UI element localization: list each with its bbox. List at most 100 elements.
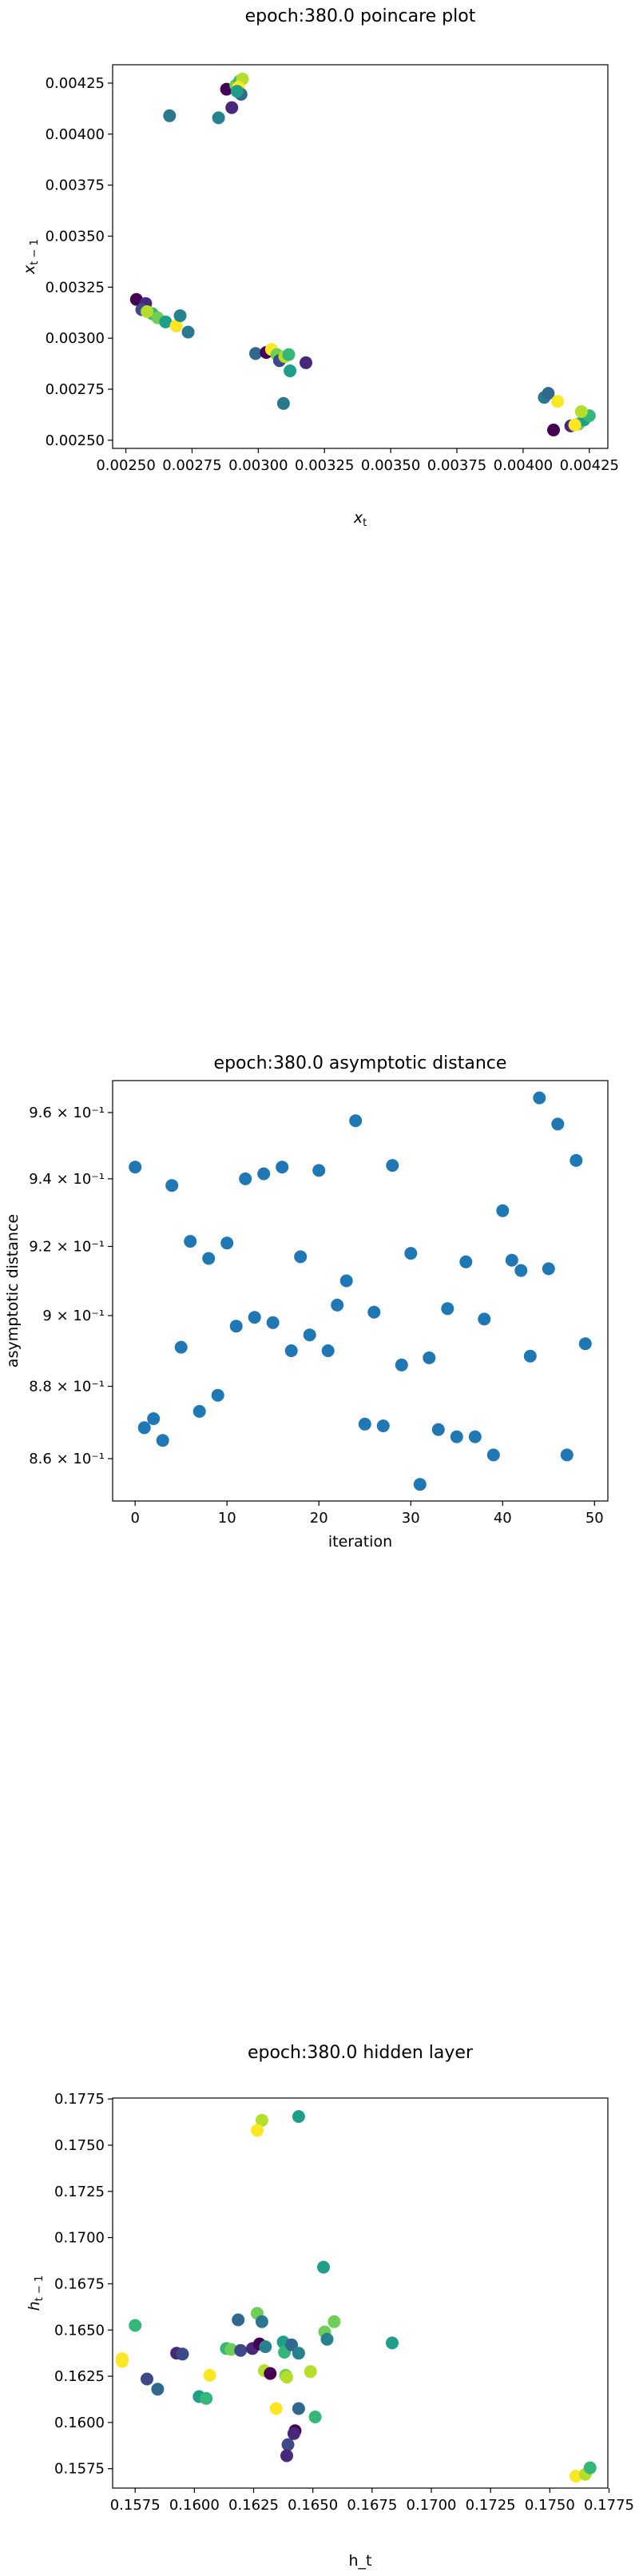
data-point bbox=[174, 1340, 188, 1354]
hidden-layer-data-points bbox=[115, 2110, 597, 2482]
chart-title: epoch:380.0 asymptotic distance bbox=[214, 1053, 507, 1073]
data-point bbox=[159, 315, 173, 328]
data-point bbox=[300, 356, 312, 369]
data-point bbox=[294, 1250, 308, 1264]
data-point bbox=[176, 2347, 189, 2361]
data-point bbox=[184, 1235, 197, 1248]
data-point bbox=[568, 418, 581, 432]
x-tick-label: 0.1650 bbox=[288, 2497, 338, 2514]
y-axis-label: asymptotic distance bbox=[4, 1214, 22, 1368]
data-point bbox=[248, 1311, 261, 1324]
data-point bbox=[486, 1448, 500, 1462]
data-point bbox=[165, 1179, 179, 1192]
data-point bbox=[255, 2113, 268, 2127]
data-point bbox=[431, 1423, 445, 1436]
x-tick-label: 0.00275 bbox=[162, 457, 221, 474]
data-point bbox=[413, 1478, 427, 1491]
data-point bbox=[583, 2461, 597, 2474]
data-point bbox=[395, 1358, 408, 1372]
x-tick-label: 0.1700 bbox=[407, 2497, 457, 2514]
data-point bbox=[339, 1274, 353, 1288]
y-tick-label: 0.00425 bbox=[46, 75, 105, 92]
x-tick-label: 0.1675 bbox=[347, 2497, 397, 2514]
data-point bbox=[211, 1388, 224, 1402]
data-point bbox=[317, 2260, 330, 2274]
data-point bbox=[327, 2315, 341, 2328]
plot-frame bbox=[112, 1080, 609, 1502]
data-point bbox=[496, 1204, 510, 1217]
y-tick-label: 0.1775 bbox=[54, 2091, 105, 2108]
hidden-layer-chart: epoch:380.0 hidden layer 0.1575 0.1600 0.1… bbox=[26, 2043, 634, 2570]
x-tick-label: 0.00425 bbox=[560, 457, 619, 474]
y-tick-label: 0.1575 bbox=[54, 2461, 105, 2478]
y-tick-label: 8.8 × 10⁻¹ bbox=[29, 1379, 105, 1395]
data-point bbox=[551, 1117, 565, 1131]
data-point bbox=[129, 1161, 142, 1174]
data-point bbox=[404, 1247, 418, 1260]
data-point bbox=[281, 2438, 295, 2451]
data-point bbox=[450, 1430, 463, 1443]
data-point bbox=[230, 85, 244, 98]
data-point bbox=[156, 1434, 169, 1447]
x-tick-label: 30 bbox=[402, 1510, 420, 1527]
data-point bbox=[280, 2371, 293, 2384]
data-point bbox=[358, 1417, 371, 1431]
data-point bbox=[308, 2411, 322, 2423]
data-point bbox=[303, 1328, 316, 1342]
x-tick-label: 0.1625 bbox=[228, 2497, 279, 2514]
plot-frame bbox=[112, 64, 609, 449]
data-point bbox=[280, 2449, 293, 2463]
data-point bbox=[320, 2332, 334, 2346]
y-tick-label: 0.00275 bbox=[46, 381, 105, 398]
x-tick-label: 0.00250 bbox=[96, 457, 155, 474]
y-tick-label: 0.1750 bbox=[54, 2137, 105, 2154]
x-tick-label: 0.00300 bbox=[228, 457, 288, 474]
data-point bbox=[376, 1419, 390, 1432]
x-axis-ticks: 0.1575 0.1600 0.1625 0.1650 0.1675 0.1700 0.17… bbox=[110, 2488, 634, 2514]
data-point bbox=[349, 1114, 363, 1128]
data-point bbox=[574, 405, 588, 418]
asymptotic-distance-chart: epoch:380.0 asymptotic distance 0 10 20 30 4… bbox=[4, 1053, 609, 1551]
data-point bbox=[115, 2355, 129, 2368]
x-tick-label: 0.1750 bbox=[525, 2497, 575, 2514]
y-tick-label: 0.1725 bbox=[54, 2184, 105, 2200]
data-point bbox=[321, 1344, 335, 1357]
data-point bbox=[304, 2365, 317, 2379]
data-point bbox=[578, 1337, 592, 1351]
y-tick-label: 9 × 10⁻¹ bbox=[42, 1308, 105, 1324]
data-point bbox=[234, 2343, 248, 2357]
data-point bbox=[169, 319, 183, 332]
y-axis-label: ht − 1 bbox=[26, 2275, 46, 2311]
data-point bbox=[151, 2383, 165, 2396]
data-point bbox=[331, 1298, 344, 1312]
data-point bbox=[551, 395, 564, 408]
data-point bbox=[212, 111, 225, 125]
chart-title: epoch:380.0 hidden layer bbox=[248, 2043, 474, 2063]
x-tick-label: 0.00325 bbox=[295, 457, 354, 474]
data-point bbox=[249, 347, 262, 360]
x-tick-label: 0.1575 bbox=[110, 2497, 161, 2514]
y-tick-label: 8.6 × 10⁻¹ bbox=[29, 1451, 105, 1467]
data-point bbox=[129, 2319, 142, 2332]
x-axis-label: h_t bbox=[349, 2552, 372, 2570]
data-point bbox=[276, 396, 290, 410]
data-point bbox=[386, 1159, 399, 1173]
x-tick-label: 0.00400 bbox=[494, 457, 553, 474]
data-point bbox=[292, 2402, 305, 2415]
data-point bbox=[284, 1344, 298, 1357]
data-point bbox=[224, 2343, 238, 2356]
y-axis-ticks: 0.00250 0.00275 0.00300 0.00325 0.00350 0.003… bbox=[46, 75, 113, 449]
data-point bbox=[193, 1404, 206, 1418]
y-tick-label: 0.1675 bbox=[54, 2275, 105, 2292]
y-tick-label: 0.00350 bbox=[46, 228, 105, 245]
y-tick-label: 0.1700 bbox=[54, 2230, 105, 2247]
x-tick-label: 50 bbox=[585, 1510, 604, 1527]
data-point bbox=[257, 1167, 271, 1181]
y-tick-label: 0.00300 bbox=[46, 330, 105, 347]
x-tick-label: 0.1775 bbox=[584, 2497, 634, 2514]
data-point bbox=[505, 1253, 518, 1267]
data-point bbox=[173, 309, 187, 322]
data-point bbox=[163, 109, 177, 122]
data-point bbox=[225, 101, 239, 114]
